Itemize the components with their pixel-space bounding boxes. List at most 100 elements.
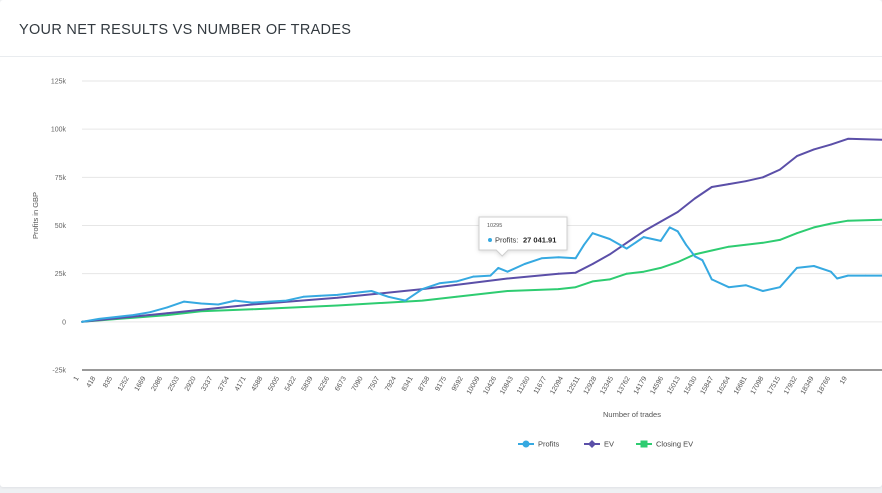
data-point[interactable] (251, 303, 254, 306)
data-point[interactable] (836, 277, 838, 280)
data-point[interactable] (625, 272, 628, 275)
data-point[interactable] (744, 180, 747, 183)
data-point[interactable] (778, 286, 781, 289)
data-point[interactable] (421, 288, 424, 290)
data-point[interactable] (744, 243, 747, 246)
data-point[interactable] (659, 240, 662, 242)
data-point[interactable] (813, 226, 815, 229)
data-point[interactable] (370, 290, 373, 292)
data-point[interactable] (302, 295, 305, 298)
data-point[interactable] (166, 312, 169, 315)
legend-item-closing-ev[interactable]: Closing EV (636, 440, 693, 449)
data-point[interactable] (642, 230, 645, 233)
data-point[interactable] (668, 226, 671, 229)
data-point[interactable] (132, 314, 134, 316)
data-point[interactable] (81, 320, 83, 323)
data-point[interactable] (183, 300, 186, 303)
data-point[interactable] (217, 303, 220, 306)
data-point[interactable] (353, 292, 356, 294)
data-point[interactable] (710, 249, 713, 252)
data-point[interactable] (642, 236, 645, 238)
data-point[interactable] (778, 239, 781, 241)
data-point[interactable] (659, 220, 662, 223)
legend-item-ev[interactable]: EV (584, 440, 614, 449)
data-point[interactable] (591, 232, 594, 235)
data-point[interactable] (149, 311, 151, 314)
data-point[interactable] (659, 266, 662, 269)
data-point[interactable] (727, 183, 730, 185)
data-point[interactable] (574, 257, 577, 260)
data-point[interactable] (727, 286, 730, 289)
data-point[interactable] (795, 266, 798, 269)
data-point[interactable] (701, 259, 704, 262)
data-point[interactable] (387, 295, 390, 298)
data-point[interactable] (608, 278, 611, 281)
data-point[interactable] (795, 232, 798, 235)
data-point[interactable] (115, 316, 117, 318)
data-point[interactable] (830, 143, 832, 146)
data-point[interactable] (574, 286, 577, 289)
data-point[interactable] (685, 243, 687, 246)
data-point[interactable] (830, 222, 832, 225)
data-point[interactable] (234, 299, 237, 302)
data-point[interactable] (497, 266, 500, 269)
data-point[interactable] (830, 270, 832, 273)
data-point[interactable] (847, 219, 849, 222)
data-point[interactable] (676, 261, 679, 264)
data-point[interactable] (336, 293, 339, 296)
series-line-profits[interactable] (81, 226, 882, 323)
data-point[interactable] (761, 290, 764, 292)
data-point[interactable] (268, 300, 271, 303)
results-chart[interactable]: -25k 0 25k 50k 75k 100k 125k Profits in GBP 1 418… (0, 56, 882, 487)
data-point[interactable] (608, 253, 611, 256)
data-point[interactable] (421, 299, 424, 302)
legend-item-profits[interactable]: Profits (518, 440, 560, 449)
data-point[interactable] (710, 278, 713, 281)
data-point[interactable] (778, 168, 781, 171)
data-point[interactable] (608, 238, 611, 240)
data-point[interactable] (557, 288, 560, 290)
data-point[interactable] (251, 308, 254, 311)
data-point[interactable] (472, 275, 475, 278)
data-point[interactable] (540, 257, 543, 260)
data-point[interactable] (693, 197, 696, 200)
data-point[interactable] (336, 296, 339, 299)
data-point[interactable] (676, 230, 679, 233)
data-point[interactable] (864, 274, 867, 277)
data-point[interactable] (591, 263, 594, 265)
data-point[interactable] (455, 295, 458, 298)
data-point[interactable] (200, 310, 203, 313)
data-point[interactable] (761, 241, 764, 244)
data-point[interactable] (506, 290, 509, 292)
data-point[interactable] (319, 294, 322, 297)
data-point[interactable] (574, 271, 577, 274)
data-point[interactable] (336, 304, 339, 307)
data-point[interactable] (847, 274, 849, 277)
data-point[interactable] (642, 270, 645, 273)
data-point[interactable] (761, 176, 764, 179)
data-point[interactable] (676, 211, 679, 213)
data-point[interactable] (251, 301, 254, 304)
data-point[interactable] (166, 314, 169, 316)
data-point[interactable] (625, 241, 628, 244)
data-point[interactable] (200, 302, 203, 305)
data-point[interactable] (583, 243, 585, 246)
data-point[interactable] (489, 274, 492, 277)
data-point[interactable] (795, 155, 798, 158)
data-point[interactable] (847, 137, 849, 140)
data-point[interactable] (523, 263, 526, 265)
data-point[interactable] (727, 245, 730, 248)
data-point[interactable] (166, 306, 169, 309)
data-point[interactable] (557, 272, 560, 275)
data-point[interactable] (455, 280, 458, 283)
data-point[interactable] (591, 280, 594, 283)
data-point[interactable] (710, 186, 713, 188)
data-point[interactable] (506, 270, 509, 273)
data-point[interactable] (813, 265, 815, 267)
data-point[interactable] (625, 247, 628, 250)
data-point[interactable] (506, 277, 509, 280)
data-point[interactable] (98, 318, 100, 320)
data-point[interactable] (285, 299, 288, 302)
data-point[interactable] (744, 284, 747, 287)
data-point[interactable] (693, 255, 696, 258)
